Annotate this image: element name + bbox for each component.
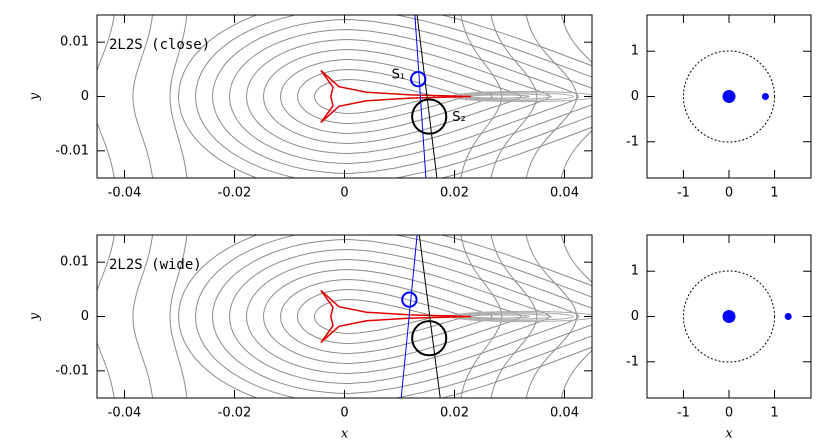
y-tick-label: 0 bbox=[81, 89, 89, 104]
y-tick-label: 0.01 bbox=[60, 35, 89, 50]
trajectory bbox=[418, 235, 441, 398]
contour bbox=[460, 235, 503, 398]
contour bbox=[279, 278, 493, 355]
trajectory bbox=[416, 15, 438, 178]
y-tick-label: 1 bbox=[631, 264, 639, 279]
y-tick-label: -1 bbox=[626, 134, 639, 149]
contour bbox=[211, 18, 592, 175]
contour bbox=[97, 15, 115, 178]
contour bbox=[194, 15, 592, 178]
lens bbox=[722, 90, 736, 103]
plot-area bbox=[97, 235, 592, 398]
panel-label: 2L2S (wide) bbox=[109, 257, 202, 273]
caustic bbox=[320, 69, 472, 124]
y-axis-label: y bbox=[28, 92, 43, 101]
x-tick-label: -1 bbox=[677, 186, 690, 201]
source bbox=[411, 320, 448, 357]
x-tick-label: 0 bbox=[725, 186, 733, 201]
y-tick-label: -0.01 bbox=[55, 143, 89, 158]
contour bbox=[525, 235, 578, 398]
x-tick-label: -0.02 bbox=[218, 186, 252, 201]
panel-label: 2L2S (close) bbox=[109, 37, 210, 53]
x-axis-label: x bbox=[725, 427, 733, 442]
source-label: S₂ bbox=[452, 110, 465, 125]
x-tick-label: -0.04 bbox=[108, 186, 142, 201]
plot-area bbox=[682, 50, 776, 143]
contour bbox=[460, 15, 503, 178]
contour bbox=[169, 15, 188, 178]
y-tick-label: -1 bbox=[626, 354, 639, 369]
lens bbox=[722, 310, 736, 323]
contour bbox=[313, 78, 435, 115]
lens bbox=[761, 93, 769, 100]
source bbox=[411, 98, 448, 135]
x-tick-label: 0 bbox=[725, 406, 733, 421]
contour bbox=[313, 298, 435, 335]
contour bbox=[211, 238, 592, 395]
contour bbox=[525, 15, 578, 178]
source bbox=[401, 291, 418, 308]
x-tick-label: 1 bbox=[770, 406, 778, 421]
contour bbox=[132, 15, 154, 178]
caustic bbox=[320, 289, 472, 344]
plot-area bbox=[682, 270, 792, 363]
source-label: S₁ bbox=[392, 68, 405, 83]
contour bbox=[296, 68, 464, 125]
x-tick-label: 0.04 bbox=[550, 406, 579, 421]
y-tick-label: 1 bbox=[631, 44, 639, 59]
x-tick-label: 0 bbox=[340, 186, 348, 201]
contour bbox=[169, 235, 188, 398]
y-tick-label: 0 bbox=[81, 309, 89, 324]
x-tick-label: 0.04 bbox=[550, 186, 579, 201]
trajectory bbox=[414, 15, 427, 178]
contour bbox=[245, 258, 551, 375]
contour bbox=[177, 15, 592, 178]
contour bbox=[560, 235, 592, 398]
x-tick-label: -0.04 bbox=[108, 406, 142, 421]
y-tick-label: 0 bbox=[631, 89, 639, 104]
y-tick-label: -0.01 bbox=[55, 363, 89, 378]
contour bbox=[132, 235, 154, 398]
y-tick-label: 0.01 bbox=[60, 255, 89, 270]
x-tick-label: 1 bbox=[770, 186, 778, 201]
plot-area bbox=[97, 15, 592, 178]
source bbox=[410, 70, 427, 88]
contour bbox=[97, 235, 115, 398]
einstein-ring bbox=[682, 50, 776, 143]
x-tick-label: -1 bbox=[677, 406, 690, 421]
lens bbox=[784, 313, 792, 320]
trajectory bbox=[400, 235, 418, 398]
contour bbox=[228, 28, 580, 165]
y-tick-label: 0 bbox=[631, 309, 639, 324]
contour bbox=[177, 235, 592, 398]
contour bbox=[228, 248, 580, 385]
contour bbox=[245, 38, 551, 155]
x-tick-label: 0.02 bbox=[440, 186, 469, 201]
contour bbox=[490, 235, 538, 398]
einstein-ring bbox=[682, 270, 776, 363]
contour bbox=[262, 268, 522, 365]
contour bbox=[560, 15, 592, 178]
x-tick-label: 0.02 bbox=[440, 406, 469, 421]
contour bbox=[296, 288, 464, 345]
x-tick-label: 0 bbox=[340, 406, 348, 421]
contour bbox=[194, 235, 592, 398]
y-axis-label: y bbox=[28, 312, 43, 321]
contour bbox=[262, 48, 522, 145]
contour bbox=[490, 15, 538, 178]
x-tick-label: -0.02 bbox=[218, 406, 252, 421]
x-axis-label: x bbox=[341, 427, 349, 442]
